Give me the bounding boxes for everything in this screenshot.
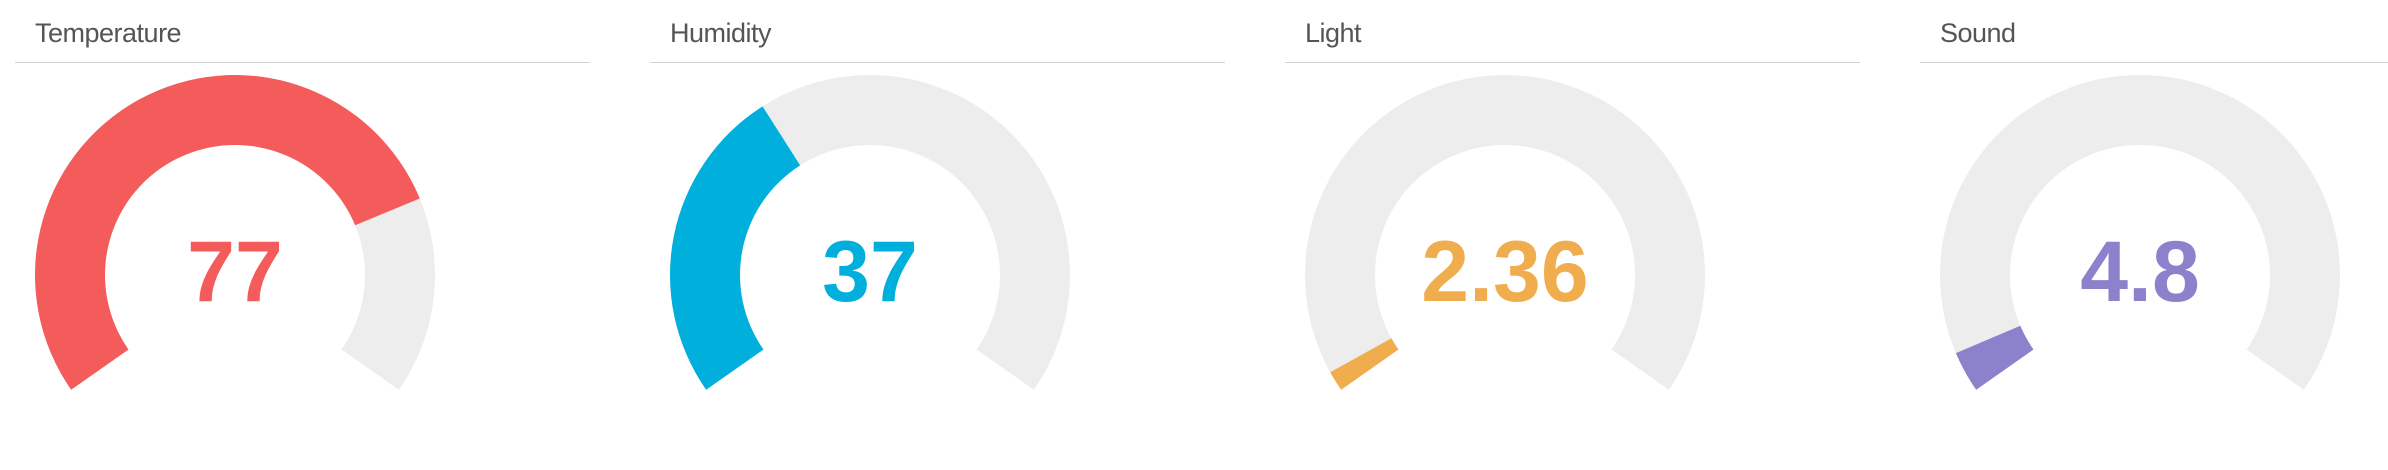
temperature-panel: Temperature 77 xyxy=(15,0,590,470)
gauge-value: 2.36 xyxy=(1421,224,1588,320)
panel-title: Sound xyxy=(1940,18,2016,48)
light-panel: Light 2.36 xyxy=(1285,0,1860,470)
humidity-gauge: 37 xyxy=(669,75,1070,390)
temperature-gauge: 77 xyxy=(35,75,435,390)
sound-panel: Sound 4.8 xyxy=(1920,0,2388,470)
gauge-value: 4.8 xyxy=(2080,224,2200,320)
light-gauge: 2.36 xyxy=(1305,75,1705,390)
gauge-fill xyxy=(35,75,420,390)
gauge-fill xyxy=(669,106,801,390)
gauge-value: 77 xyxy=(187,224,283,320)
gauge-track xyxy=(1940,75,2340,390)
panel-divider xyxy=(15,62,590,63)
panel-divider xyxy=(1920,62,2388,63)
panel-title: Humidity xyxy=(670,18,772,48)
sound-gauge: 4.8 xyxy=(1940,75,2340,390)
panel-divider xyxy=(650,62,1225,63)
gauge-fill xyxy=(1955,325,2034,390)
gauge-fill xyxy=(1330,338,1399,390)
gauge-value: 37 xyxy=(822,224,918,320)
panel-title: Light xyxy=(1305,18,1362,48)
panel-title: Temperature xyxy=(35,18,182,48)
humidity-panel: Humidity 37 xyxy=(650,0,1225,470)
panel-divider xyxy=(1285,62,1860,63)
gauge-track xyxy=(1305,75,1705,390)
